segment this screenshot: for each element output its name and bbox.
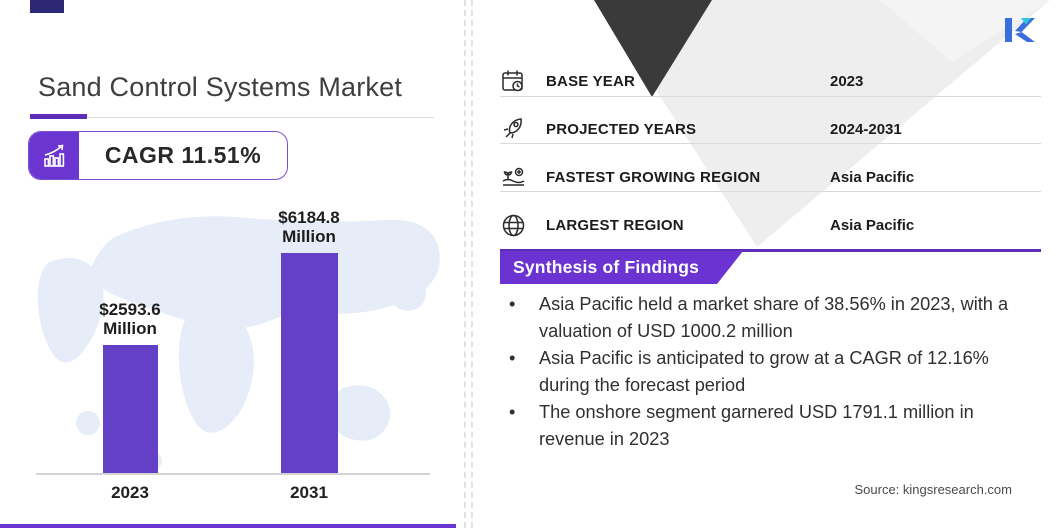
finding-text: The onshore segment garnered USD 1791.1 …: [539, 402, 974, 449]
findings-heading: Synthesis of Findings: [513, 257, 700, 277]
fact-label: FASTEST GROWING REGION: [546, 168, 761, 186]
bar-2031: [281, 253, 338, 474]
list-item: • Asia Pacific held a market share of 38…: [509, 291, 1015, 345]
fact-value: 2024-2031: [830, 120, 902, 138]
panel-divider-dashed-line: [464, 0, 466, 528]
bar-value-amount: $6184.8: [278, 208, 340, 227]
bullet-dot: •: [509, 294, 516, 314]
bar-value-amount: $2593.6: [99, 300, 161, 319]
page-title: Sand Control Systems Market: [38, 72, 403, 102]
bullet-dot: •: [509, 402, 516, 422]
findings-top-border: [500, 249, 1041, 252]
fact-row-projected-years: PROJECTED YEARS 2024-2031: [500, 115, 1041, 143]
fact-label: PROJECTED YEARS: [546, 120, 697, 138]
source-attribution: Source: kingsresearch.com: [854, 482, 1012, 497]
fact-row-largest-region: LARGEST REGION Asia Pacific: [500, 211, 1041, 239]
findings-heading-ribbon: Synthesis of Findings: [500, 251, 743, 284]
cagr-badge: CAGR 11.51%: [28, 131, 288, 180]
list-item: • Asia Pacific is anticipated to grow at…: [509, 345, 1015, 399]
k-logo-icon: [1005, 18, 1035, 42]
fact-row-fastest-growing-region: FASTEST GROWING REGION Asia Pacific: [500, 163, 1041, 191]
axis-label-2031: 2031: [290, 483, 328, 502]
chart-baseline: [36, 473, 430, 475]
row-separator: [500, 96, 1041, 97]
axis-label-2023: 2023: [111, 483, 149, 502]
bar-value-unit: Million: [103, 319, 157, 338]
globe-icon: [500, 212, 527, 239]
title-underline-accent: [30, 114, 87, 119]
fact-value: 2023: [830, 72, 864, 90]
cagr-value: CAGR 11.51%: [104, 142, 262, 168]
finding-text: Asia Pacific held a market share of 38.5…: [539, 294, 1009, 341]
fact-label: BASE YEAR: [546, 72, 636, 90]
findings-bullet-list: • Asia Pacific held a market share of 38…: [509, 291, 1015, 453]
panel-divider-dashed-line: [471, 0, 473, 528]
bar-value-unit: Million: [282, 227, 336, 246]
bar-2023: [103, 345, 158, 474]
rocket-icon: [500, 116, 527, 143]
bar-value-label-2031: $6184.8 Million: [244, 208, 374, 246]
finding-text: Asia Pacific is anticipated to grow at a…: [539, 348, 989, 395]
calendar-icon: [500, 68, 527, 95]
bar-value-label-2023: $2593.6 Million: [65, 300, 195, 338]
row-separator: [500, 191, 1041, 192]
growth-chart-icon: [29, 132, 79, 179]
title-underline: [30, 117, 434, 118]
fact-value: Asia Pacific: [830, 168, 915, 186]
fact-label: LARGEST REGION: [546, 216, 684, 234]
growth-field-icon: [500, 164, 527, 191]
kings-research-k-logo: [1004, 15, 1036, 45]
top-left-accent-rect: [30, 0, 64, 13]
world-map-watermark: [37, 216, 440, 470]
fact-value: Asia Pacific: [830, 216, 915, 234]
bottom-accent-line: [0, 524, 456, 528]
row-separator: [500, 143, 1041, 144]
list-item: • The onshore segment garnered USD 1791.…: [509, 399, 1015, 453]
fact-row-base-year: BASE YEAR 2023: [500, 67, 1041, 95]
bullet-dot: •: [509, 348, 516, 368]
